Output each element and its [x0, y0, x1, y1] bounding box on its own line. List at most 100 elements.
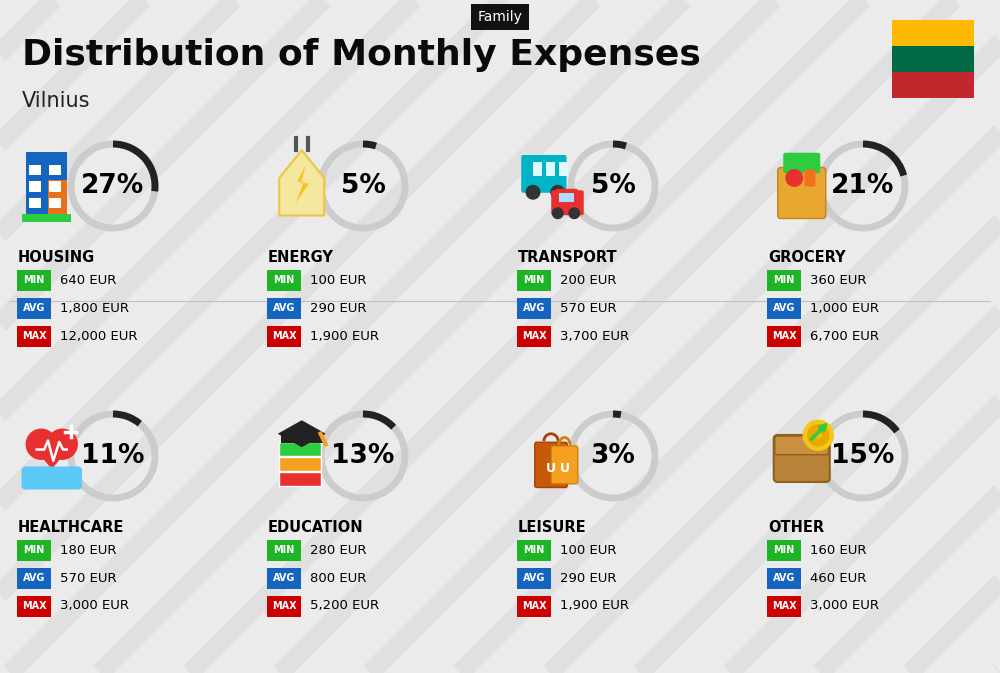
Text: 360 EUR: 360 EUR — [810, 273, 866, 287]
Text: 12,000 EUR: 12,000 EUR — [60, 330, 138, 343]
Text: MAX: MAX — [772, 601, 796, 611]
Text: MAX: MAX — [22, 601, 46, 611]
Text: AVG: AVG — [273, 573, 295, 583]
Text: 13%: 13% — [331, 443, 395, 469]
Text: MIN: MIN — [273, 545, 295, 555]
FancyBboxPatch shape — [517, 596, 551, 616]
Text: 570 EUR: 570 EUR — [60, 571, 117, 584]
FancyBboxPatch shape — [29, 197, 41, 208]
FancyBboxPatch shape — [267, 269, 301, 291]
FancyBboxPatch shape — [767, 540, 801, 561]
FancyBboxPatch shape — [17, 297, 51, 318]
Text: AVG: AVG — [523, 303, 545, 313]
Text: 11%: 11% — [81, 443, 145, 469]
Circle shape — [808, 425, 829, 446]
FancyBboxPatch shape — [267, 540, 301, 561]
FancyBboxPatch shape — [22, 214, 71, 221]
FancyBboxPatch shape — [804, 170, 815, 186]
FancyBboxPatch shape — [22, 466, 82, 489]
FancyBboxPatch shape — [267, 326, 301, 347]
Text: HOUSING: HOUSING — [18, 250, 95, 265]
FancyBboxPatch shape — [892, 72, 974, 98]
FancyBboxPatch shape — [267, 567, 301, 588]
Text: MAX: MAX — [772, 331, 796, 341]
Text: MAX: MAX — [272, 601, 296, 611]
FancyBboxPatch shape — [517, 567, 551, 588]
Text: 6,700 EUR: 6,700 EUR — [810, 330, 879, 343]
FancyBboxPatch shape — [279, 442, 320, 456]
FancyBboxPatch shape — [767, 596, 801, 616]
Text: 21%: 21% — [831, 173, 895, 199]
FancyBboxPatch shape — [767, 297, 801, 318]
FancyBboxPatch shape — [267, 596, 301, 616]
Text: 5%: 5% — [591, 173, 635, 199]
FancyBboxPatch shape — [551, 446, 578, 484]
FancyBboxPatch shape — [29, 164, 41, 175]
Text: 1,900 EUR: 1,900 EUR — [310, 330, 379, 343]
Text: 460 EUR: 460 EUR — [810, 571, 866, 584]
Text: HEALTHCARE: HEALTHCARE — [18, 520, 124, 535]
Text: 800 EUR: 800 EUR — [310, 571, 366, 584]
Text: MAX: MAX — [272, 331, 296, 341]
Circle shape — [526, 186, 540, 199]
Text: Vilnius: Vilnius — [22, 91, 90, 111]
Text: U: U — [560, 462, 570, 474]
FancyBboxPatch shape — [806, 153, 820, 173]
FancyBboxPatch shape — [49, 164, 61, 175]
Circle shape — [569, 208, 580, 219]
FancyBboxPatch shape — [794, 153, 809, 173]
Text: 5,200 EUR: 5,200 EUR — [310, 600, 379, 612]
Text: 3,000 EUR: 3,000 EUR — [60, 600, 129, 612]
FancyBboxPatch shape — [517, 540, 551, 561]
Text: 570 EUR: 570 EUR — [560, 302, 617, 314]
Text: TRANSPORT: TRANSPORT — [518, 250, 618, 265]
Text: 200 EUR: 200 EUR — [560, 273, 616, 287]
Text: 1,900 EUR: 1,900 EUR — [560, 600, 629, 612]
FancyBboxPatch shape — [767, 269, 801, 291]
FancyBboxPatch shape — [17, 540, 51, 561]
Text: MAX: MAX — [522, 601, 546, 611]
FancyBboxPatch shape — [517, 297, 551, 318]
Text: Family: Family — [478, 10, 522, 24]
Text: 100 EUR: 100 EUR — [560, 544, 616, 557]
Text: 290 EUR: 290 EUR — [310, 302, 366, 314]
Text: 290 EUR: 290 EUR — [560, 571, 616, 584]
Text: LEISURE: LEISURE — [518, 520, 587, 535]
FancyBboxPatch shape — [281, 434, 323, 443]
FancyBboxPatch shape — [17, 269, 51, 291]
FancyBboxPatch shape — [49, 197, 61, 208]
Polygon shape — [279, 150, 324, 215]
Text: AVG: AVG — [773, 303, 795, 313]
Polygon shape — [31, 444, 73, 469]
Circle shape — [552, 208, 563, 219]
FancyBboxPatch shape — [48, 180, 67, 215]
Text: MIN: MIN — [523, 275, 545, 285]
Text: 1,800 EUR: 1,800 EUR — [60, 302, 129, 314]
Text: 100 EUR: 100 EUR — [310, 273, 366, 287]
Text: 280 EUR: 280 EUR — [310, 544, 366, 557]
Text: MIN: MIN — [523, 545, 545, 555]
Text: MIN: MIN — [773, 545, 795, 555]
FancyBboxPatch shape — [49, 181, 61, 192]
FancyBboxPatch shape — [279, 457, 320, 470]
FancyBboxPatch shape — [775, 436, 829, 455]
Text: AVG: AVG — [773, 573, 795, 583]
FancyBboxPatch shape — [767, 567, 801, 588]
FancyBboxPatch shape — [26, 151, 67, 215]
FancyBboxPatch shape — [29, 181, 41, 192]
FancyBboxPatch shape — [778, 168, 826, 219]
Text: 3,700 EUR: 3,700 EUR — [560, 330, 629, 343]
Text: MIN: MIN — [23, 545, 45, 555]
Text: 5%: 5% — [341, 173, 385, 199]
Text: 3%: 3% — [591, 443, 635, 469]
FancyBboxPatch shape — [783, 153, 798, 173]
FancyBboxPatch shape — [546, 162, 555, 176]
Text: ENERGY: ENERGY — [268, 250, 334, 265]
Polygon shape — [296, 166, 309, 203]
Circle shape — [47, 429, 77, 459]
Text: Distribution of Monthly Expenses: Distribution of Monthly Expenses — [22, 38, 701, 72]
Text: 1,000 EUR: 1,000 EUR — [810, 302, 879, 314]
FancyBboxPatch shape — [558, 162, 568, 176]
FancyBboxPatch shape — [17, 567, 51, 588]
Text: MIN: MIN — [23, 275, 45, 285]
